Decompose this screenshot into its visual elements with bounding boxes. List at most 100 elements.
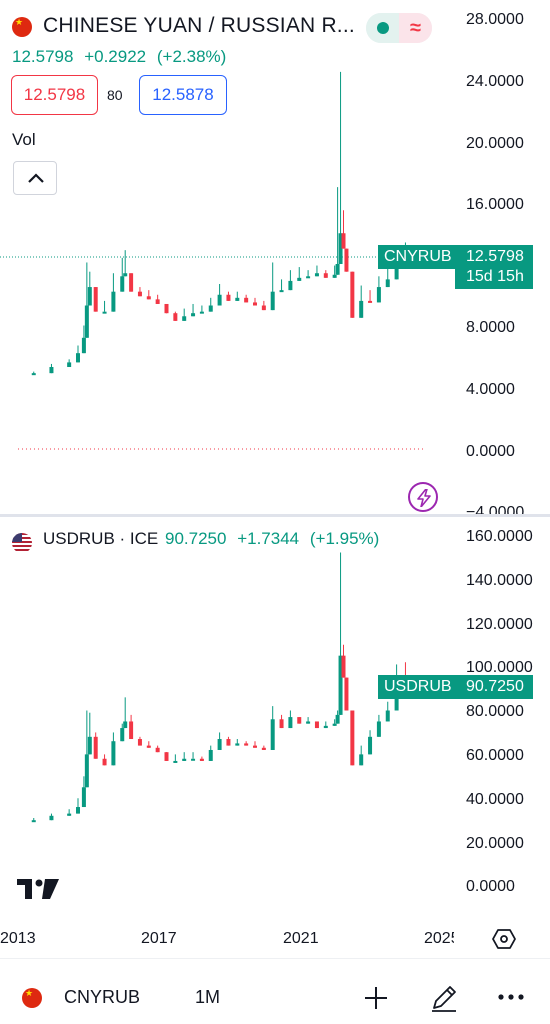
tradingview-logo[interactable] — [17, 878, 59, 905]
candle-body — [155, 747, 160, 753]
candle-body — [344, 248, 349, 272]
add-button[interactable] — [362, 984, 390, 1012]
symbol-search-button[interactable]: CNYRUB — [64, 987, 141, 1007]
candle-body — [314, 273, 319, 277]
collapse-indicators-button[interactable] — [13, 161, 57, 195]
candle-body — [129, 721, 134, 740]
y-tick-label: 4.0000 — [466, 381, 515, 398]
chart-settings-button[interactable] — [492, 928, 516, 955]
time-tick-label: 2025 — [424, 930, 454, 947]
price-change: +0.2922 — [84, 47, 147, 66]
candle-body — [288, 280, 293, 291]
candle-body — [323, 273, 328, 278]
candle-body — [199, 758, 204, 761]
drawing-tools-button[interactable] — [428, 982, 460, 1014]
candle-body — [120, 728, 125, 742]
candle-body — [385, 710, 390, 722]
y-tick-label: 20.0000 — [466, 135, 524, 152]
candle-body — [350, 710, 355, 766]
buy-button[interactable]: 12.5878 — [139, 75, 227, 115]
lightning-icon — [417, 489, 431, 507]
pane-divider[interactable] — [0, 514, 550, 517]
candle-body — [76, 807, 80, 814]
candle-body — [335, 264, 340, 275]
y-tick-label: 40.0000 — [466, 791, 524, 808]
y-tick-label: 0.0000 — [466, 878, 515, 895]
approx-icon: ≈ — [399, 13, 432, 43]
usdrub-symbol: USDRUB — [43, 529, 115, 548]
usdrub-symbol-tag: USDRUB — [378, 675, 458, 699]
candle-body — [67, 362, 72, 368]
cnyrub-candles — [31, 71, 408, 376]
candle-body — [67, 813, 72, 816]
pencil-icon — [432, 986, 456, 1012]
market-status-pill[interactable]: ≈ — [366, 13, 432, 43]
candle-body — [191, 758, 196, 761]
candle-body — [350, 271, 355, 318]
candle-body — [335, 714, 340, 724]
candle-body — [253, 745, 257, 748]
symbol-title[interactable]: CHINESE YUAN / RUSSIAN R... — [43, 14, 355, 37]
candle-body — [182, 316, 187, 321]
candle-body — [137, 739, 142, 746]
candle-body — [31, 373, 36, 376]
cnyrub-price-tag: 12.5798 15d 15h — [455, 245, 533, 289]
usdrub-chart[interactable]: 160.0000 140.0000 120.0000 100.0000 80.0… — [0, 517, 550, 917]
candle-body — [306, 276, 311, 279]
time-tick-label: 2017 — [141, 930, 177, 947]
candle-body — [217, 739, 222, 750]
usdrub-quote: 90.7250 +1.7344 (+1.95%) — [165, 529, 385, 549]
candle-body — [87, 736, 92, 755]
candle-body — [338, 655, 343, 715]
candle-body — [84, 305, 89, 338]
us-flag-icon — [12, 533, 32, 553]
y-tick-label: 0.0000 — [466, 443, 515, 460]
candle-body — [244, 743, 249, 746]
usdrub-exchange: · ICE — [119, 529, 159, 548]
usdrub-candles — [31, 552, 408, 823]
candle-body — [137, 291, 142, 297]
candle-body — [261, 305, 266, 311]
candle-body — [199, 311, 204, 314]
candle-body — [376, 721, 381, 737]
spread-value: 80 — [107, 87, 123, 103]
usdrub-change: +1.7344 — [237, 529, 300, 548]
volume-indicator-label[interactable]: Vol — [12, 130, 36, 149]
candle-body — [111, 741, 116, 766]
candle-body — [332, 723, 337, 726]
candle-body — [314, 721, 319, 729]
candle-body — [385, 279, 390, 288]
candle-body — [279, 719, 284, 729]
lightning-button[interactable] — [408, 482, 438, 512]
time-tick-label: 2021 — [283, 930, 319, 947]
candle-body — [111, 291, 116, 312]
usdrub-price-tag: 90.7250 — [455, 675, 533, 699]
cnyrub-y-axis: 28.0000 24.0000 20.0000 16.0000 8.0000 4… — [466, 11, 524, 514]
candle-body — [81, 787, 86, 808]
interval-button[interactable]: 1M — [195, 987, 221, 1007]
main-quote: 12.5798 +0.2922 (+2.38%) — [12, 47, 232, 67]
more-button[interactable] — [496, 990, 526, 1004]
time-tick-label: 2013 — [0, 930, 36, 947]
y-tick-label: 80.0000 — [466, 703, 524, 720]
candle-body — [359, 300, 364, 318]
candle-body — [332, 274, 337, 278]
more-icon — [498, 994, 524, 1000]
candle-body — [226, 294, 231, 301]
y-tick-label: 100.0000 — [466, 659, 533, 676]
cnyrub-chart[interactable]: 28.0000 24.0000 20.0000 16.0000 8.0000 4… — [0, 0, 550, 514]
candle-body — [173, 760, 178, 763]
candle-body — [288, 717, 293, 729]
candle-body — [226, 739, 231, 746]
y-tick-label: 20.0000 — [466, 835, 524, 852]
last-price-value: 12.5798 — [466, 248, 524, 265]
cny-flag-icon: ★ — [12, 17, 32, 37]
candle-body — [93, 287, 98, 312]
usdrub-title[interactable]: USDRUB · ICE — [43, 529, 158, 549]
candle-body — [208, 305, 213, 312]
sell-button[interactable]: 12.5798 — [11, 75, 98, 115]
candle-body — [49, 367, 54, 374]
y-tick-label: 24.0000 — [466, 73, 524, 90]
candle-body — [129, 273, 134, 292]
candle-body — [146, 745, 151, 748]
